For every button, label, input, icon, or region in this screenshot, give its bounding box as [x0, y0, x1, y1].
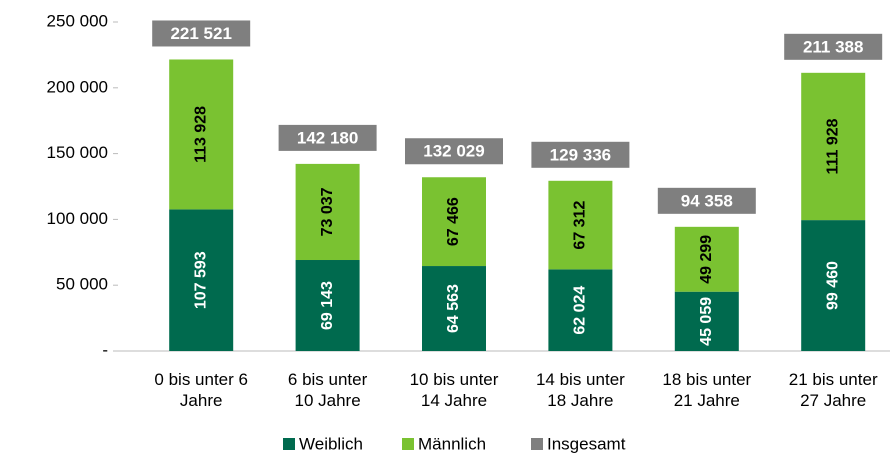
total-box: [278, 124, 377, 151]
total-label: 129 336: [550, 145, 611, 164]
bar-segment: [169, 209, 234, 351]
total-label: 132 029: [423, 142, 484, 161]
legend-swatch: [283, 438, 295, 450]
y-tick-label: 200 000: [47, 77, 108, 96]
value-label: 49 299: [698, 235, 715, 284]
x-tick-label: 6 bis unter 10 Jahre: [287, 370, 368, 410]
legend-label: Insgesamt: [547, 434, 626, 453]
bar-segment: [801, 220, 866, 351]
bar-segment: [548, 269, 613, 351]
total-label: 221 521: [170, 24, 231, 43]
bar-segment: [422, 266, 486, 351]
y-tick-label: 250 000: [47, 11, 108, 30]
bar-segment: [801, 72, 866, 221]
x-tick-label: 21 bis unter 27 Jahre: [788, 370, 878, 410]
x-tick-label: 14 bis unter 18 Jahre: [535, 370, 625, 410]
x-tick-label: 0 bis unter 6 Jahre: [154, 370, 248, 410]
bar-segment: [422, 177, 486, 267]
legend-item: Weiblich: [283, 434, 363, 453]
value-label: 62 024: [572, 286, 589, 335]
total-box: [784, 33, 883, 60]
legend-swatch: [531, 438, 543, 450]
value-label: 113 928: [192, 106, 209, 163]
value-label: 64 563: [445, 284, 462, 333]
value-label: 67 312: [572, 201, 589, 250]
value-label: 67 466: [445, 197, 462, 246]
legend-swatch: [402, 438, 414, 450]
y-tick-label: -: [102, 340, 108, 359]
legend-item: Insgesamt: [531, 434, 626, 453]
total-box: [405, 138, 503, 165]
y-tick-label: 100 000: [47, 209, 108, 228]
y-tick-label: 50 000: [56, 275, 108, 294]
total-box: [657, 187, 756, 214]
value-label: 45 059: [698, 297, 715, 346]
bar-segment: [548, 180, 613, 270]
value-label: 111 928: [824, 118, 841, 174]
value-label: 69 143: [319, 281, 336, 330]
legend-label: Weiblich: [299, 434, 363, 453]
total-box: [531, 141, 630, 168]
legend-item: Männlich: [402, 434, 486, 453]
bar-segment: [674, 226, 739, 292]
value-label: 73 037: [319, 187, 336, 236]
y-tick-label: 150 000: [47, 143, 108, 162]
bar-segment: [295, 163, 360, 261]
total-box: [152, 20, 251, 47]
x-tick-label: 10 bis unter 14 Jahre: [409, 370, 499, 410]
total-label: 211 388: [803, 37, 864, 56]
bar-segment: [674, 291, 739, 351]
total-label: 142 180: [297, 128, 358, 147]
legend-label: Männlich: [418, 434, 486, 453]
bar-segment: [169, 59, 234, 210]
total-label: 94 358: [681, 191, 733, 210]
value-label: 99 460: [824, 261, 841, 310]
value-label: 107 593: [192, 251, 209, 309]
x-tick-label: 18 bis unter 21 Jahre: [662, 370, 752, 410]
bar-segment: [295, 260, 360, 351]
